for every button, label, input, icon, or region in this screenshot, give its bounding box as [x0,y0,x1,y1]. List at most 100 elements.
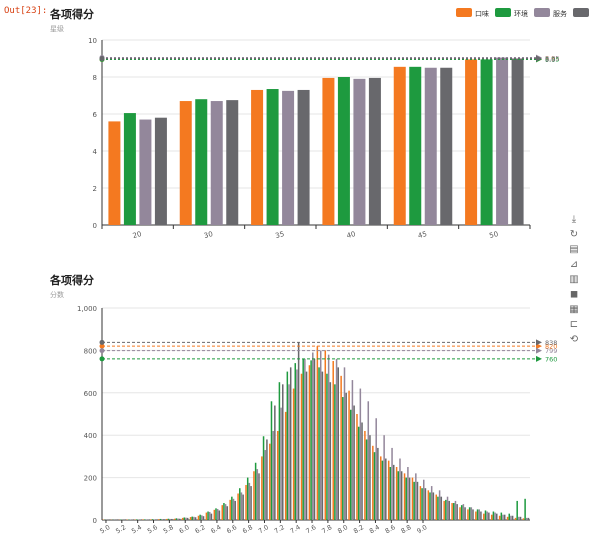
hist-bar-2 [310,360,312,520]
hist-bar-3 [391,447,393,520]
hist-bar-1 [490,514,493,520]
mark-line-label: 9.05 [545,54,559,62]
x-tick-label: 50 [488,230,499,240]
mark-line-label: 799 [545,347,557,355]
hist-bar-3 [486,511,488,520]
hist-bar-2 [175,518,178,520]
bar-30-1 [179,101,192,225]
hist-bar-4 [345,392,347,520]
zoom-icon[interactable]: ⊏ [569,319,579,330]
mark-line-arrow [536,347,542,354]
hist-bar-2 [389,467,392,520]
hist-bar-2 [167,518,170,520]
hist-bar-2 [207,511,209,520]
line-chart-icon[interactable]: ⊿ [569,259,579,270]
hist-bar-1 [189,517,192,520]
hist-bar-1 [467,509,469,520]
hist-bar-1 [348,390,350,520]
bar-40-1 [322,77,335,225]
mark-line-label: 760 [545,355,557,363]
hist-bar-1 [269,443,271,520]
hist-bar-2 [278,382,281,520]
hist-bar-1 [435,494,438,520]
hist-bar-2 [191,516,193,520]
hist-bar-2 [246,477,249,520]
y-tick-label: 400 [84,432,97,440]
hist-bar-3 [446,496,449,520]
hist-bar-4 [369,435,371,520]
hist-bar-4 [503,514,506,520]
x-tick-label: 40 [346,230,357,240]
hist-bar-2 [143,519,146,520]
hist-bar-4 [155,519,157,520]
mark-line-label: 9.0 [545,56,555,64]
x-tick-label: 5.4 [130,523,143,535]
x-tick-label: 5.0 [98,523,111,535]
hist-bar-1 [340,375,342,520]
legend-swatch-4 [573,8,589,17]
hist-bar-1 [158,519,160,520]
stack-icon[interactable]: ◼ [569,289,579,300]
hist-bar-4 [305,371,308,520]
zoom-reset-icon[interactable]: ⟲ [569,334,579,345]
data-view-icon[interactable]: ▤ [569,244,579,255]
hist-bar-3 [201,515,203,520]
x-tick-label: 6.2 [194,523,207,535]
hist-bar-3 [502,514,504,520]
refresh-icon[interactable]: ↻ [569,229,579,240]
hist-bar-4 [163,519,165,520]
hist-bar-4 [234,500,236,520]
hist-bar-1 [292,388,295,520]
download-icon[interactable]: ⤓ [571,214,577,225]
hist-bar-4 [511,515,514,520]
hist-bar-3 [327,354,330,520]
hist-bar-1 [372,445,374,520]
hist-bar-1 [229,499,231,520]
hist-bar-2 [254,462,257,520]
hist-bar-4 [289,367,292,520]
hist-bar-3 [232,498,235,520]
x-tick-label: 20 [132,230,143,240]
bar-20-2 [123,113,136,225]
hist-bar-2 [429,492,431,520]
hist-bar-3 [526,517,528,520]
hist-bar-3 [375,418,377,520]
hist-bar-4 [392,464,395,520]
hist-bar-2 [239,488,241,520]
hist-bar-1 [221,505,224,520]
y-tick-label: 0 [93,517,97,525]
hist-bar-1 [427,490,430,520]
hist-bar-1 [514,517,517,520]
hist-bar-2 [476,509,479,520]
hist-bar-4 [297,342,300,520]
hist-bar-4 [321,371,324,520]
bar-30-2 [195,99,208,225]
x-tick-label: 45 [417,230,428,240]
hist-bar-3 [470,507,473,520]
x-tick-label: 9.0 [416,523,429,535]
bar-50-3 [496,57,509,226]
legend-swatch-1 [456,8,472,17]
hist-bar-2 [516,500,518,520]
mark-line-start [99,343,105,349]
hist-bar-4 [171,518,173,520]
hist-bar-1 [395,467,398,520]
hist-bar-3 [280,407,282,520]
hist-bar-2 [135,519,138,520]
hist-bar-2 [334,384,336,520]
hist-bar-3 [216,508,219,520]
hist-bar-3 [343,367,346,520]
hist-bar-1 [403,473,406,520]
hist-bar-3 [367,401,370,520]
hist-bar-2 [445,499,447,520]
hist-bar-2 [215,508,217,520]
hist-bar-1 [506,516,509,520]
hist-bar-3 [145,519,148,520]
mark-line-label: 8.95 [545,55,559,63]
hist-bar-4 [416,481,419,520]
bar-chart-icon[interactable]: ▥ [569,274,579,285]
tiled-icon[interactable]: ▦ [569,304,579,315]
mark-line-arrow [536,339,542,346]
legend-label: 服务 [553,9,567,18]
